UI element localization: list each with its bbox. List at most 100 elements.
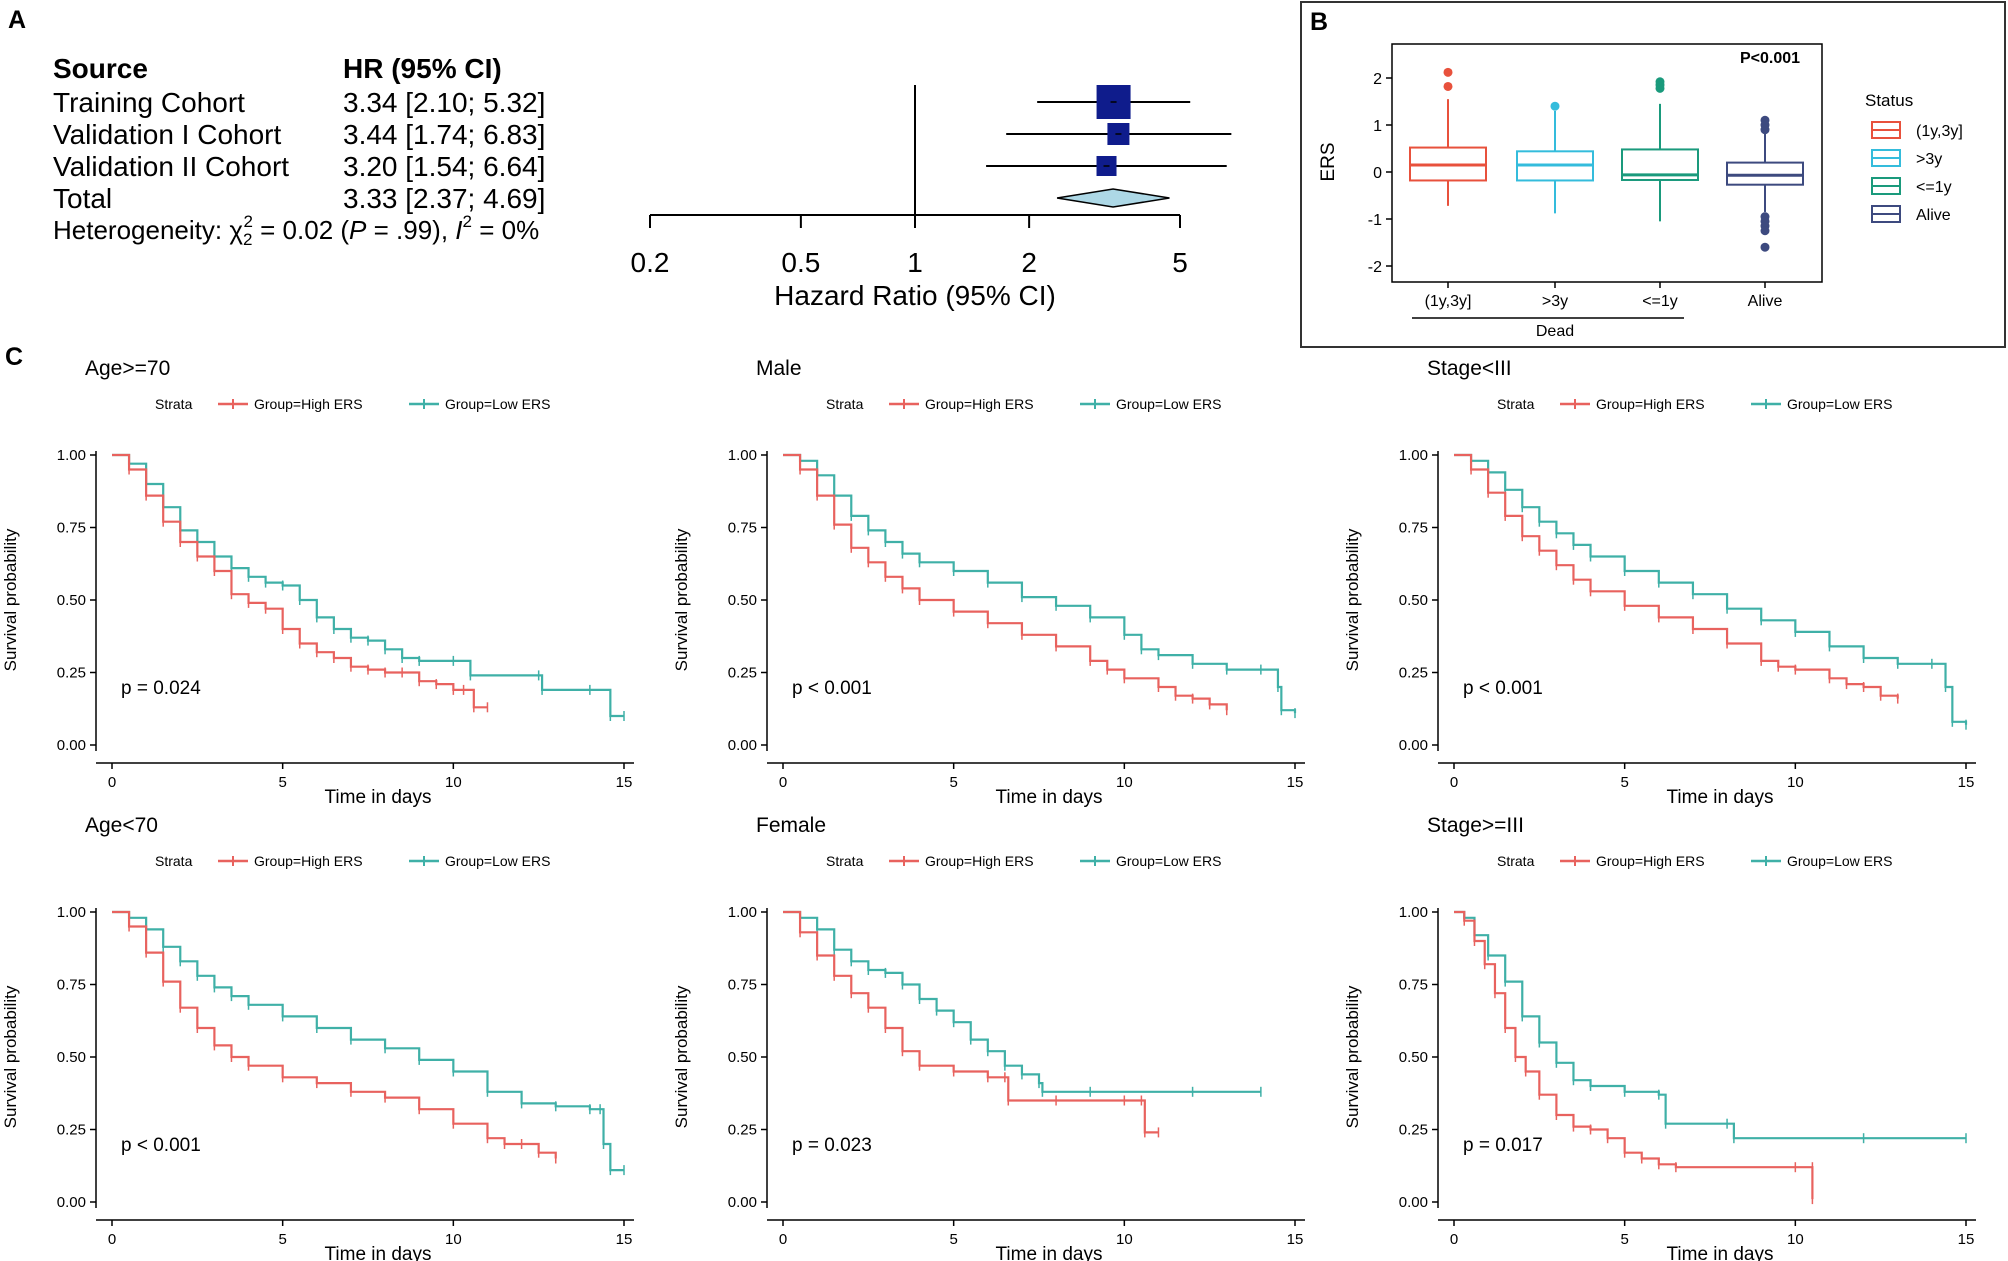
km-y-tick-label: 0.25 — [728, 665, 757, 682]
km-x-tick-label: 10 — [1787, 1231, 1804, 1248]
km-x-tick-label: 10 — [445, 774, 462, 791]
boxplot-frame — [1391, 43, 1823, 283]
km-legend-high-label: Group=High ERS — [1596, 853, 1705, 869]
boxplot-x-tick-label: <=1y — [1642, 293, 1678, 310]
km-y-tick-label: 0.75 — [728, 520, 757, 537]
km-y-title: Survival probability — [672, 985, 691, 1128]
km-x-title: Time in days — [325, 1244, 432, 1261]
boxplot-legend-title: Status — [1865, 91, 1913, 110]
km-curve-high — [1454, 910, 1814, 1200]
box-outlier — [1760, 242, 1770, 252]
km-x-tick-label: 15 — [1287, 1231, 1304, 1248]
box-outlier — [1443, 81, 1453, 91]
km-y-tick-label: 1.00 — [1399, 904, 1428, 921]
km-y-tick-label: 0.50 — [728, 1049, 757, 1066]
km-x-title: Time in days — [1667, 787, 1774, 808]
box-outlier — [1760, 115, 1770, 125]
km-x-title: Time in days — [1667, 1244, 1774, 1261]
km-legend-low-label: Group=Low ERS — [445, 853, 550, 869]
km-y-tick-label: 0.00 — [1399, 1194, 1428, 1211]
km-x-tick-label: 15 — [616, 1231, 633, 1248]
km-y-title: Survival probability — [1, 528, 20, 671]
km-strata-label: Strata — [1497, 853, 1535, 869]
het-i-sup: 2 — [463, 212, 472, 231]
km-y-tick-label: 0.25 — [57, 1122, 86, 1139]
km-curve-low — [783, 910, 1261, 1093]
het-end: = 0% — [472, 215, 539, 245]
km-y-tick-label: 1.00 — [728, 447, 757, 464]
km-y-tick-label: 0.00 — [57, 737, 86, 754]
km-x-tick-label: 15 — [1287, 774, 1304, 791]
km-y-tick-label: 0.75 — [1399, 977, 1428, 994]
km-x-tick-label: 15 — [1958, 774, 1975, 791]
km-x-title: Time in days — [996, 1244, 1103, 1261]
forest-panel: A Source HR (95% CI) Training Cohort 3.3… — [8, 6, 1232, 311]
km-x-tick-label: 5 — [1620, 1231, 1628, 1248]
forest-total-label: Total — [53, 183, 112, 214]
km-legend-low-label: Group=Low ERS — [1787, 853, 1892, 869]
box-body — [1726, 161, 1804, 186]
box-outlier — [1655, 77, 1665, 87]
het-i: I — [455, 215, 462, 245]
km-x-tick-label: 0 — [1450, 774, 1458, 791]
km-strata-label: Strata — [1497, 396, 1535, 412]
forest-x-tick-label: 5 — [1172, 247, 1188, 278]
forest-hr-header: HR (95% CI) — [343, 53, 502, 84]
km-y-tick-label: 0.50 — [1399, 1049, 1428, 1066]
km-title: Stage<III — [1427, 357, 1512, 380]
km-curve-high — [112, 910, 557, 1159]
km-x-tick-label: 0 — [1450, 1231, 1458, 1248]
km-y-title: Survival probability — [672, 528, 691, 671]
km-curve-low — [1454, 910, 1966, 1140]
boxplot-y-tick-label: 2 — [1373, 71, 1382, 88]
boxplot-dead-label: Dead — [1536, 323, 1574, 340]
km-y-tick-label: 0.00 — [728, 1194, 757, 1211]
km-grid: Age>=70 Strata Group=High ERS Group=Low ERS… — [1, 357, 1976, 1261]
panel-a-label: A — [8, 6, 26, 34]
km-legend-high-label: Group=High ERS — [254, 853, 363, 869]
forest-x-tick-label: 1 — [907, 247, 923, 278]
km-y-tick-label: 0.75 — [57, 520, 86, 537]
km-x-tick-label: 5 — [949, 1231, 957, 1248]
km-title: Age>=70 — [85, 357, 170, 380]
forest-row-ci-2: 3.20 [1.54; 6.64] — [343, 151, 545, 182]
boxplot-panel: B 2 1 0 -1 -2 (1y,3y] >3y <=1y Alive P<0.001 ERS… — [1300, 1, 2006, 348]
forest-row-label-1: Validation I Cohort — [53, 119, 282, 150]
km-pvalue: p < 0.001 — [121, 1135, 201, 1156]
km-y-tick-label: 0.75 — [728, 977, 757, 994]
km-curve-low — [112, 910, 624, 1172]
km-plot-1: Male Strata Group=High ERS Group=Low ERS 1.0… — [672, 357, 1305, 808]
het-chi: χ — [229, 215, 243, 245]
forest-x-title: Hazard Ratio (95% CI) — [774, 280, 1056, 311]
boxplot-y-tick-label: 1 — [1373, 118, 1382, 135]
forest-row-ci-0: 3.34 [2.10; 5.32] — [343, 87, 545, 118]
boxplot-y-tick-label: 0 — [1373, 165, 1382, 182]
het-chi-sup: 2 — [243, 212, 252, 231]
km-legend-low-label: Group=Low ERS — [1116, 396, 1221, 412]
km-plot-0: Age>=70 Strata Group=High ERS Group=Low ERS… — [1, 357, 634, 808]
km-y-tick-label: 0.00 — [57, 1194, 86, 1211]
panel-c-label: C — [5, 343, 23, 371]
km-curve-low — [112, 453, 624, 718]
km-title: Male — [756, 357, 802, 380]
km-x-tick-label: 5 — [278, 774, 286, 791]
km-x-tick-label: 10 — [1787, 774, 1804, 791]
forest-x-tick-label: 0.2 — [631, 247, 670, 278]
km-x-tick-label: 0 — [108, 774, 116, 791]
forest-row-label-2: Validation II Cohort — [53, 151, 289, 182]
box-outlier — [1550, 101, 1560, 111]
forest-x-tick-label: 2 — [1021, 247, 1037, 278]
km-pvalue: p < 0.001 — [792, 678, 872, 699]
forest-plot-area: 0.2 0.5 1 2 5 — [631, 85, 1232, 278]
km-curve-low — [783, 453, 1297, 714]
km-y-tick-label: 1.00 — [1399, 447, 1428, 464]
forest-source-header: Source — [53, 53, 148, 84]
panel-b-label: B — [1310, 8, 1328, 36]
km-curve-high — [783, 910, 1159, 1134]
km-plot-2: Stage<III Strata Group=High ERS Group=Low E… — [1343, 357, 1976, 808]
boxplot-border — [1300, 1, 2006, 348]
km-legend-high-label: Group=High ERS — [925, 396, 1034, 412]
km-x-tick-label: 5 — [1620, 774, 1628, 791]
km-y-tick-label: 0.00 — [728, 737, 757, 754]
km-pvalue: p = 0.023 — [792, 1135, 872, 1156]
